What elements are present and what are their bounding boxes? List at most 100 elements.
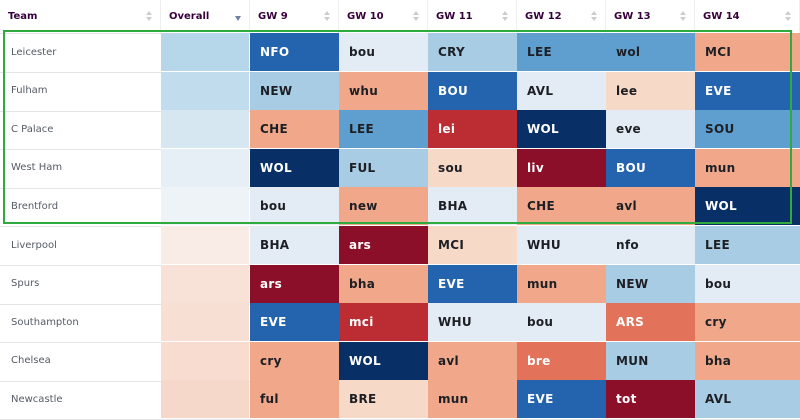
fixture-cell: LEE [339, 110, 428, 149]
fixture-cell: liv [517, 148, 606, 187]
table-row[interactable]: Leicester NFO bou CRY LEE wol MCI [0, 33, 800, 73]
fixture-cell: bou [250, 187, 339, 226]
team-name: Chelsea [11, 355, 51, 367]
fixture-cell: CHE [517, 187, 606, 226]
header-gw-12[interactable]: GW 12 [517, 0, 606, 33]
fixture-cell: mun [695, 148, 800, 187]
fixture-cell: FUL [339, 148, 428, 187]
header-gw-11[interactable]: GW 11 [428, 0, 517, 33]
fixture-cell: wol [606, 33, 695, 71]
fixture-cell: bou [339, 33, 428, 71]
fixture-cell: ful [250, 380, 339, 419]
fixture-cell: MUN [606, 341, 695, 380]
fixture-cell: CRY [428, 33, 517, 71]
table-row[interactable]: Newcastle ful BRE mun EVE tot AVL [0, 380, 800, 420]
fixture-cell: BHA [250, 226, 339, 264]
overall-difficulty-cell [161, 71, 249, 110]
fixture-cell: avl [606, 187, 695, 226]
header-gw-13[interactable]: GW 13 [606, 0, 695, 33]
fixture-cell: WHU [517, 226, 606, 264]
fixture-cell: bre [517, 341, 606, 380]
table-row[interactable]: C Palace CHE LEE lei WOL eve SOU [0, 110, 800, 151]
team-name: West Ham [11, 162, 63, 174]
sort-arrows-icon[interactable] [591, 11, 597, 23]
fixture-cell: BRE [339, 380, 428, 419]
overall-difficulty-cell [161, 380, 249, 419]
fixture-cell: BHA [428, 187, 517, 226]
team-name: Fulham [11, 85, 48, 97]
table-row[interactable]: Brentford bou new BHA CHE avl WOL [0, 187, 800, 228]
fixture-cell: WOL [517, 110, 606, 149]
sort-arrows-icon[interactable] [413, 11, 419, 23]
table-header: Team Overall GW 9 GW 10 GW 11 GW 12 GW 13 GW … [0, 0, 800, 34]
header-overall-label: Overall [169, 11, 210, 22]
table-row[interactable]: Liverpool BHA ars MCI WHU nfo LEE [0, 226, 800, 266]
header-team-label: Team [8, 11, 38, 22]
fixture-cell: BOU [428, 71, 517, 110]
fixture-cell: LEE [695, 226, 800, 264]
header-gw-9[interactable]: GW 9 [250, 0, 339, 33]
fixture-cell: SOU [695, 110, 800, 149]
fixture-cell: NFO [250, 33, 339, 71]
fixture-cell: WHU [428, 303, 517, 342]
sort-descending-icon[interactable] [235, 16, 241, 21]
team-name: C Palace [11, 123, 54, 135]
fixture-cell: mci [339, 303, 428, 342]
table-row[interactable]: Southampton EVE mci WHU bou ARS cry [0, 303, 800, 344]
fixture-cell: ars [250, 264, 339, 303]
table-row[interactable]: Chelsea cry WOL avl bre MUN bha [0, 341, 800, 382]
sort-arrows-icon[interactable] [680, 11, 686, 23]
fixture-cell: sou [428, 148, 517, 187]
fixture-cell: EVE [428, 264, 517, 303]
overall-difficulty-cell [161, 110, 249, 149]
fixture-cell: MCI [695, 33, 800, 71]
fixture-cell: cry [695, 303, 800, 342]
header-gw-14[interactable]: GW 14 [695, 0, 800, 33]
fixture-cell: nfo [606, 226, 695, 264]
header-overall[interactable]: Overall [161, 0, 250, 33]
table-row[interactable]: West Ham WOL FUL sou liv BOU mun [0, 148, 800, 189]
fixture-cell: CHE [250, 110, 339, 149]
team-name: Leicester [11, 46, 57, 58]
fixture-cell: ARS [606, 303, 695, 342]
fixture-cell: EVE [250, 303, 339, 342]
fixture-cell: whu [339, 71, 428, 110]
fixture-cell: mun [428, 380, 517, 419]
fixture-cell: bou [695, 264, 800, 303]
team-name: Newcastle [11, 393, 63, 405]
fixture-cell: WOL [339, 341, 428, 380]
fixture-cell: NEW [606, 264, 695, 303]
fixture-cell: bou [517, 303, 606, 342]
overall-difficulty-cell [161, 341, 249, 380]
fixture-cell: bha [695, 341, 800, 380]
header-gw-label: GW 12 [525, 11, 562, 22]
fixture-cell: AVL [695, 380, 800, 419]
overall-difficulty-cell [161, 33, 249, 71]
fixture-cell: cry [250, 341, 339, 380]
team-name: Liverpool [11, 239, 57, 251]
fixture-cell: NEW [250, 71, 339, 110]
header-team[interactable]: Team [0, 0, 161, 33]
table-row[interactable]: Fulham NEW whu BOU AVL lee EVE [0, 71, 800, 112]
team-name: Brentford [11, 200, 59, 212]
overall-difficulty-cell [161, 226, 249, 264]
overall-difficulty-cell [161, 303, 249, 342]
overall-difficulty-cell [161, 187, 249, 226]
fixture-cell: MCI [428, 226, 517, 264]
team-name: Southampton [11, 316, 79, 328]
fixture-cell: EVE [517, 380, 606, 419]
sort-arrows-icon[interactable] [785, 11, 791, 23]
sort-arrows-icon[interactable] [146, 11, 152, 23]
header-gw-label: GW 14 [703, 11, 740, 22]
fixture-cell: WOL [250, 148, 339, 187]
header-gw-label: GW 10 [347, 11, 384, 22]
sort-arrows-icon[interactable] [502, 11, 508, 23]
overall-difficulty-cell [161, 264, 249, 303]
fixture-cell: new [339, 187, 428, 226]
fixture-cell: lei [428, 110, 517, 149]
sort-arrows-icon[interactable] [324, 11, 330, 23]
header-gw-10[interactable]: GW 10 [339, 0, 428, 33]
fixture-cell: ars [339, 226, 428, 264]
table-row[interactable]: Spurs ars bha EVE mun NEW bou [0, 264, 800, 305]
fixture-cell: avl [428, 341, 517, 380]
